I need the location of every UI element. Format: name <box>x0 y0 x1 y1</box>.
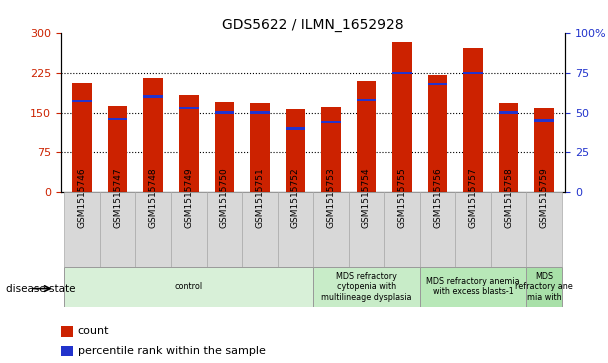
Text: MDS
refractory ane
mia with: MDS refractory ane mia with <box>515 272 573 302</box>
Text: count: count <box>78 326 109 337</box>
Bar <box>100 192 136 267</box>
Bar <box>455 192 491 267</box>
Text: GSM1515750: GSM1515750 <box>219 167 229 228</box>
Bar <box>143 95 163 98</box>
Bar <box>108 118 128 120</box>
Bar <box>527 267 562 307</box>
Bar <box>250 111 269 114</box>
Bar <box>499 111 519 114</box>
Bar <box>72 100 92 102</box>
Bar <box>321 121 340 123</box>
Bar <box>348 192 384 267</box>
Bar <box>499 103 519 192</box>
Bar <box>64 192 100 267</box>
Text: GSM1515756: GSM1515756 <box>433 167 442 228</box>
Bar <box>136 192 171 267</box>
Bar <box>534 108 554 192</box>
Text: MDS refractory anemia
with excess blasts-1: MDS refractory anemia with excess blasts… <box>426 277 520 297</box>
Bar <box>215 111 234 114</box>
Bar <box>313 267 420 307</box>
Bar <box>357 99 376 101</box>
Text: GSM1515759: GSM1515759 <box>540 167 548 228</box>
Text: GSM1515746: GSM1515746 <box>78 167 86 228</box>
Text: MDS refractory
cytopenia with
multilineage dysplasia: MDS refractory cytopenia with multilinea… <box>321 272 412 302</box>
Bar <box>143 78 163 192</box>
Bar <box>392 42 412 192</box>
Text: GSM1515758: GSM1515758 <box>504 167 513 228</box>
Bar <box>278 192 313 267</box>
Bar <box>357 81 376 192</box>
Bar <box>215 102 234 192</box>
Text: percentile rank within the sample: percentile rank within the sample <box>78 346 266 356</box>
Bar <box>534 119 554 122</box>
Bar <box>321 107 340 192</box>
Text: GSM1515752: GSM1515752 <box>291 167 300 228</box>
Bar <box>428 75 447 192</box>
Text: control: control <box>174 282 203 291</box>
Bar <box>428 83 447 85</box>
Text: GSM1515751: GSM1515751 <box>255 167 264 228</box>
Bar <box>286 109 305 192</box>
Bar <box>72 83 92 192</box>
Bar <box>286 127 305 130</box>
Bar <box>491 192 527 267</box>
Text: GSM1515749: GSM1515749 <box>184 167 193 228</box>
Text: disease state: disease state <box>6 284 75 294</box>
Bar <box>207 192 242 267</box>
Bar <box>179 107 198 109</box>
Bar <box>64 267 313 307</box>
Bar <box>250 103 269 192</box>
Bar <box>61 346 73 356</box>
Text: GSM1515748: GSM1515748 <box>149 167 157 228</box>
Bar <box>463 72 483 74</box>
Text: GSM1515755: GSM1515755 <box>398 167 407 228</box>
Text: GSM1515757: GSM1515757 <box>469 167 477 228</box>
Text: GSM1515754: GSM1515754 <box>362 167 371 228</box>
Bar <box>108 106 128 192</box>
Bar <box>420 267 527 307</box>
Bar <box>313 192 348 267</box>
Title: GDS5622 / ILMN_1652928: GDS5622 / ILMN_1652928 <box>223 18 404 32</box>
Bar <box>179 95 198 192</box>
Bar <box>171 192 207 267</box>
Bar <box>61 326 73 337</box>
Bar <box>242 192 278 267</box>
Bar <box>420 192 455 267</box>
Bar <box>384 192 420 267</box>
Text: GSM1515747: GSM1515747 <box>113 167 122 228</box>
Bar <box>527 192 562 267</box>
Bar <box>392 72 412 74</box>
Bar <box>463 48 483 192</box>
Text: GSM1515753: GSM1515753 <box>326 167 336 228</box>
